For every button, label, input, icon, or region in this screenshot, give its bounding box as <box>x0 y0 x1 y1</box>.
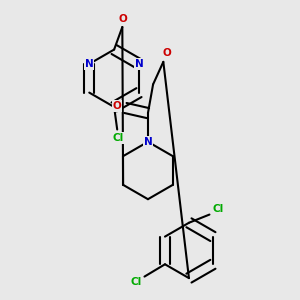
Text: N: N <box>85 59 94 69</box>
Text: O: O <box>119 14 128 24</box>
Text: O: O <box>113 101 122 111</box>
Text: Cl: Cl <box>131 277 142 287</box>
Text: Cl: Cl <box>112 133 124 143</box>
Text: N: N <box>144 137 152 147</box>
Text: N: N <box>135 59 143 69</box>
Text: O: O <box>162 48 171 58</box>
Text: Cl: Cl <box>212 204 223 214</box>
